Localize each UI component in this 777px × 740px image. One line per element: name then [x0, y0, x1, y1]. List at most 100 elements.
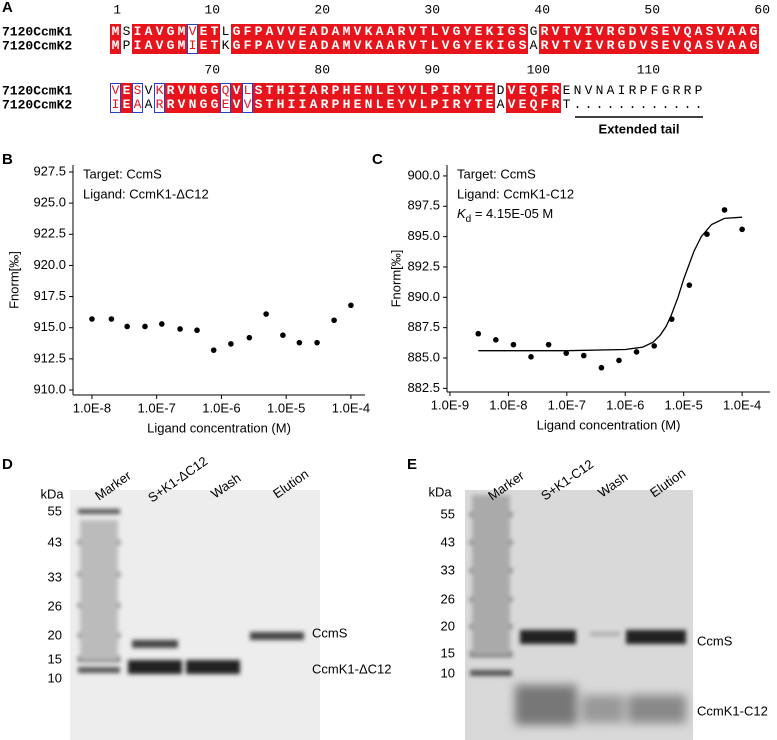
identity-box [385, 24, 396, 54]
x-tick-label: 1.0E-6 [202, 400, 240, 415]
y-axis-label: Fnorm[‰] [388, 250, 403, 308]
data-point [331, 317, 337, 324]
y-tick-label: 925.0 [33, 195, 66, 210]
data-point [108, 316, 115, 322]
data-point [159, 321, 165, 327]
data-point [651, 343, 658, 349]
tail-label: Extended tail [599, 121, 680, 136]
identity-box [396, 24, 407, 54]
y-tick-label: 887.5 [407, 319, 440, 334]
residue-number: 50 [644, 2, 660, 17]
residue-number: 10 [204, 2, 220, 17]
sequence-name: 7120CcmK1 [2, 83, 72, 98]
residue-number: 110 [637, 62, 660, 77]
panel-label: D [2, 456, 13, 473]
y-tick-label: 892.5 [407, 258, 440, 273]
residue-number: 30 [424, 2, 440, 17]
identity-box [286, 83, 297, 113]
marker-size: 26 [441, 591, 455, 606]
annotation: Target: CcmS [83, 166, 162, 181]
identity-box [682, 24, 693, 54]
y-tick-label: 885.0 [407, 349, 440, 364]
y-tick-label: 915.0 [33, 319, 66, 334]
identity-box [550, 24, 561, 54]
x-tick-label: 1.0E-8 [489, 397, 527, 412]
similarity-box [154, 83, 165, 113]
data-point [616, 357, 622, 364]
marker-size: 43 [441, 534, 455, 549]
identity-box [253, 83, 264, 113]
identity-box [231, 83, 242, 113]
sequence-name: 7120CcmK2 [2, 97, 72, 112]
x-tick-label: 1.0E-9 [431, 397, 469, 412]
panel-label: A [2, 0, 13, 16]
data-point [580, 352, 587, 359]
annotation-part: = 4.15E-05 M [471, 206, 553, 221]
x-tick-label: 1.0E-4 [332, 400, 370, 415]
identity-box [330, 24, 341, 54]
similarity-box [132, 83, 143, 113]
band-label: CcmS [312, 625, 348, 640]
residue-number: 40 [534, 2, 550, 17]
identity-box [341, 24, 352, 54]
identity-box [539, 24, 550, 54]
x-tick-label: 1.0E-5 [665, 397, 703, 412]
annotation: Kd = 4.15E-05 M [457, 206, 553, 224]
y-tick-label: 920.0 [33, 257, 66, 272]
identity-box [297, 24, 308, 54]
identity-box [462, 83, 473, 113]
identity-box [297, 83, 308, 113]
x-tick-label: 1.0E-7 [548, 397, 586, 412]
data-point [246, 334, 253, 341]
identity-box [165, 24, 176, 54]
residue-number: 1 [113, 2, 121, 17]
identity-box [308, 24, 319, 54]
data-point [263, 311, 269, 317]
data-point [493, 337, 499, 343]
unit-label: kDa [428, 484, 452, 499]
identity-box [440, 24, 451, 54]
identity-box [572, 24, 583, 54]
identity-box [539, 83, 550, 113]
y-axis-label: Fnorm[‰] [6, 251, 21, 309]
identity-box [275, 24, 286, 54]
similarity-box [187, 24, 198, 54]
similarity-box [242, 83, 253, 113]
identity-box [462, 24, 473, 54]
identity-box [121, 83, 132, 113]
data-point [704, 231, 710, 237]
identity-box [286, 24, 297, 54]
identity-box [627, 24, 638, 54]
identity-box [176, 83, 187, 113]
data-point [739, 226, 745, 233]
marker-size: 55 [441, 506, 455, 521]
identity-box [517, 24, 528, 54]
data-point [721, 207, 728, 213]
identity-box [319, 24, 330, 54]
marker-size: 33 [441, 562, 455, 577]
marker-size: 15 [441, 645, 455, 660]
identity-box [363, 83, 374, 113]
identity-box [561, 24, 572, 54]
marker-size: 20 [48, 627, 62, 642]
annotation-part: d [466, 214, 472, 225]
panel-label: B [2, 151, 13, 168]
residue-number: 60 [754, 2, 770, 17]
identity-box [209, 24, 220, 54]
identity-box [165, 83, 176, 113]
data-point [124, 323, 130, 330]
identity-box [583, 24, 594, 54]
residue-number: 80 [314, 62, 330, 77]
y-tick-label: 927.5 [33, 163, 66, 178]
similarity-box [110, 83, 121, 113]
x-tick-label: 1.0E-7 [138, 400, 176, 415]
y-tick-label: 897.5 [407, 198, 440, 213]
identity-box [374, 24, 385, 54]
identity-box [660, 24, 671, 54]
identity-box [594, 24, 605, 54]
identity-box [616, 24, 627, 54]
fit-curve [478, 216, 743, 352]
